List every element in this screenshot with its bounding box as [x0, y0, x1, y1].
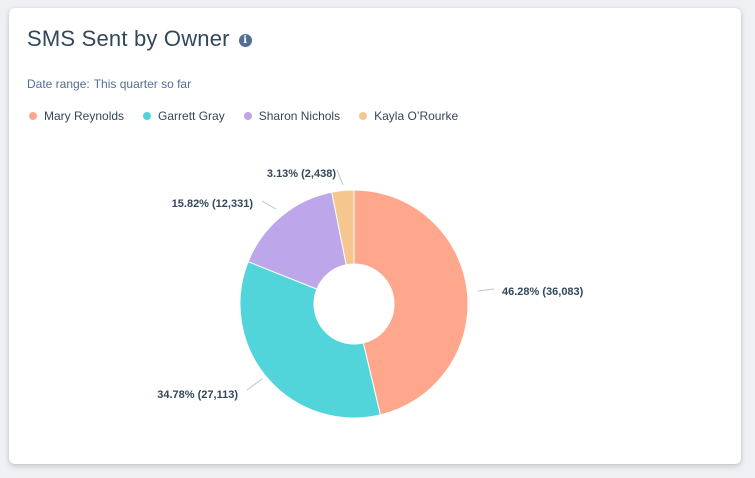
data-label: 34.78% (27,113) [157, 389, 238, 401]
title-row: SMS Sent by Owner i [27, 26, 252, 52]
legend-item[interactable]: Garrett Gray [143, 109, 225, 123]
leader-line [246, 378, 263, 391]
legend-item[interactable]: Sharon Nichols [243, 109, 341, 123]
data-label: 46.28% (36,083) [502, 286, 584, 298]
legend-label: Garrett Gray [158, 109, 225, 123]
date-range-label: Date range: [27, 77, 90, 91]
legend-label: Mary Reynolds [44, 109, 125, 123]
donut-slice[interactable] [353, 189, 469, 416]
donut-slice[interactable] [239, 261, 381, 419]
chart-legend: Mary Reynolds Garrett Gray Sharon Nichols K… [29, 109, 477, 123]
donut-slice[interactable] [331, 189, 355, 266]
chart-title: SMS Sent by Owner [27, 26, 230, 51]
legend-swatch [29, 112, 37, 120]
legend-item[interactable]: Mary Reynolds [29, 109, 124, 123]
info-icon[interactable]: i [238, 34, 252, 47]
leader-line [261, 200, 277, 210]
leader-line [477, 288, 495, 292]
legend-swatch [143, 112, 152, 120]
data-label: 15.82% (12,331) [172, 198, 254, 210]
donut-slice[interactable] [247, 191, 347, 290]
data-label: 3.13% (2,438) [267, 168, 336, 180]
legend-swatch [359, 112, 368, 120]
date-range: Date range: This quarter so far [27, 77, 191, 91]
legend-swatch [243, 112, 252, 120]
legend-label: Kayla O’Rourke [374, 109, 459, 123]
legend-item[interactable]: Kayla O’Rourke [359, 109, 458, 123]
leader-line [336, 169, 344, 186]
legend-label: Sharon Nichols [258, 109, 341, 123]
date-range-value: This quarter so far [93, 77, 192, 91]
